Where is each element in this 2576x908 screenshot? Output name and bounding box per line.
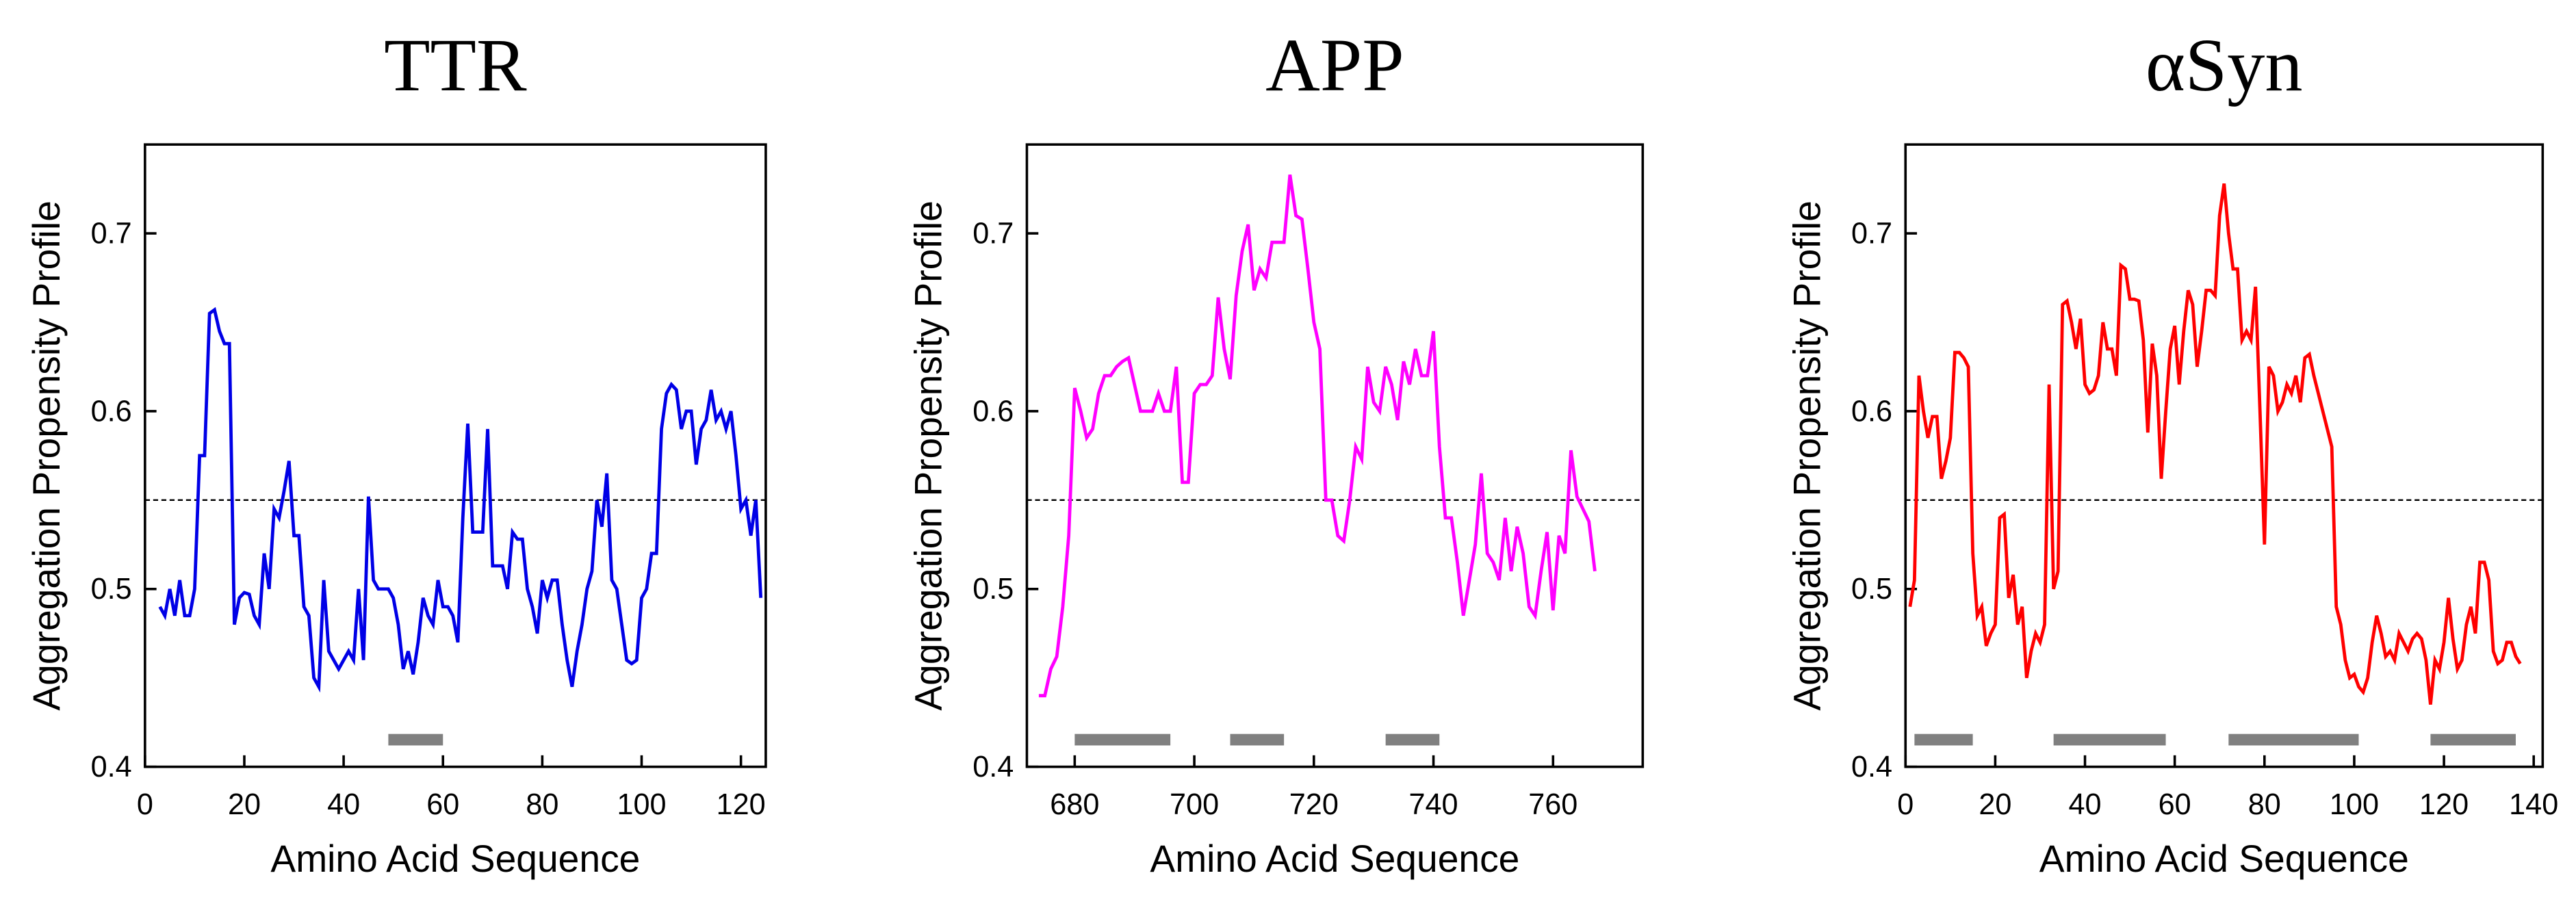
x-tick-label: 60	[2159, 788, 2191, 821]
y-axis-label: Aggregation Propensity Profile	[25, 200, 68, 710]
x-tick-label: 40	[327, 788, 360, 821]
region-bar	[2430, 734, 2516, 746]
chart-title: APP	[1265, 23, 1404, 107]
x-tick-label: 700	[1170, 788, 1219, 821]
x-tick-label: 140	[2509, 788, 2558, 821]
x-tick-label: 20	[1979, 788, 2011, 821]
y-tick-label: 0.5	[91, 573, 132, 606]
x-tick-label: 100	[2330, 788, 2379, 821]
y-axis-label: Aggregation Propensity Profile	[1786, 200, 1828, 710]
profile-line	[1038, 174, 1597, 698]
x-tick-label: 120	[2419, 788, 2469, 821]
y-tick-label: 0.6	[91, 395, 132, 428]
y-tick-label: 0.5	[1851, 573, 1892, 606]
plot-frame	[1025, 143, 1645, 768]
profile-line	[1908, 183, 2522, 705]
x-tick-label: 20	[228, 788, 261, 821]
plot-frame	[1904, 143, 2545, 768]
profile-line	[158, 307, 763, 693]
region-bar	[1074, 734, 1171, 746]
region-bar	[1914, 734, 1973, 746]
y-tick-label: 0.6	[1851, 395, 1892, 428]
x-axis-label: Amino Acid Sequence	[2039, 838, 2409, 880]
chart-title: TTR	[384, 23, 527, 107]
x-tick-label: 720	[1289, 788, 1339, 821]
region-bar	[2228, 734, 2359, 746]
x-tick-label: 80	[2248, 788, 2281, 821]
x-tick-label: 680	[1050, 788, 1099, 821]
y-tick-label: 0.4	[973, 751, 1014, 783]
x-tick-label: 0	[1897, 788, 1914, 821]
y-tick-label: 0.4	[91, 751, 132, 783]
y-tick-label: 0.7	[1851, 217, 1892, 250]
region-bar	[2053, 734, 2166, 746]
plot-frame	[144, 143, 767, 768]
y-tick-label: 0.7	[91, 217, 132, 250]
y-tick-label: 0.4	[1851, 751, 1892, 783]
x-tick-label: 760	[1528, 788, 1577, 821]
y-tick-label: 0.5	[973, 573, 1014, 606]
y-axis-label: Aggregation Propensity Profile	[907, 200, 950, 710]
x-tick-label: 80	[526, 788, 558, 821]
region-bar	[1385, 734, 1440, 746]
x-tick-label: 0	[137, 788, 153, 821]
x-tick-label: 740	[1409, 788, 1458, 821]
y-tick-label: 0.7	[973, 217, 1014, 250]
x-axis-label: Amino Acid Sequence	[270, 838, 640, 880]
x-tick-label: 120	[717, 788, 766, 821]
region-bar	[1230, 734, 1285, 746]
x-tick-label: 100	[617, 788, 666, 821]
y-tick-label: 0.6	[973, 395, 1014, 428]
x-axis-label: Amino Acid Sequence	[1150, 838, 1519, 880]
chart-title: αSyn	[2146, 23, 2303, 107]
region-bar	[388, 734, 443, 746]
x-tick-label: 60	[426, 788, 459, 821]
x-tick-label: 40	[2069, 788, 2102, 821]
